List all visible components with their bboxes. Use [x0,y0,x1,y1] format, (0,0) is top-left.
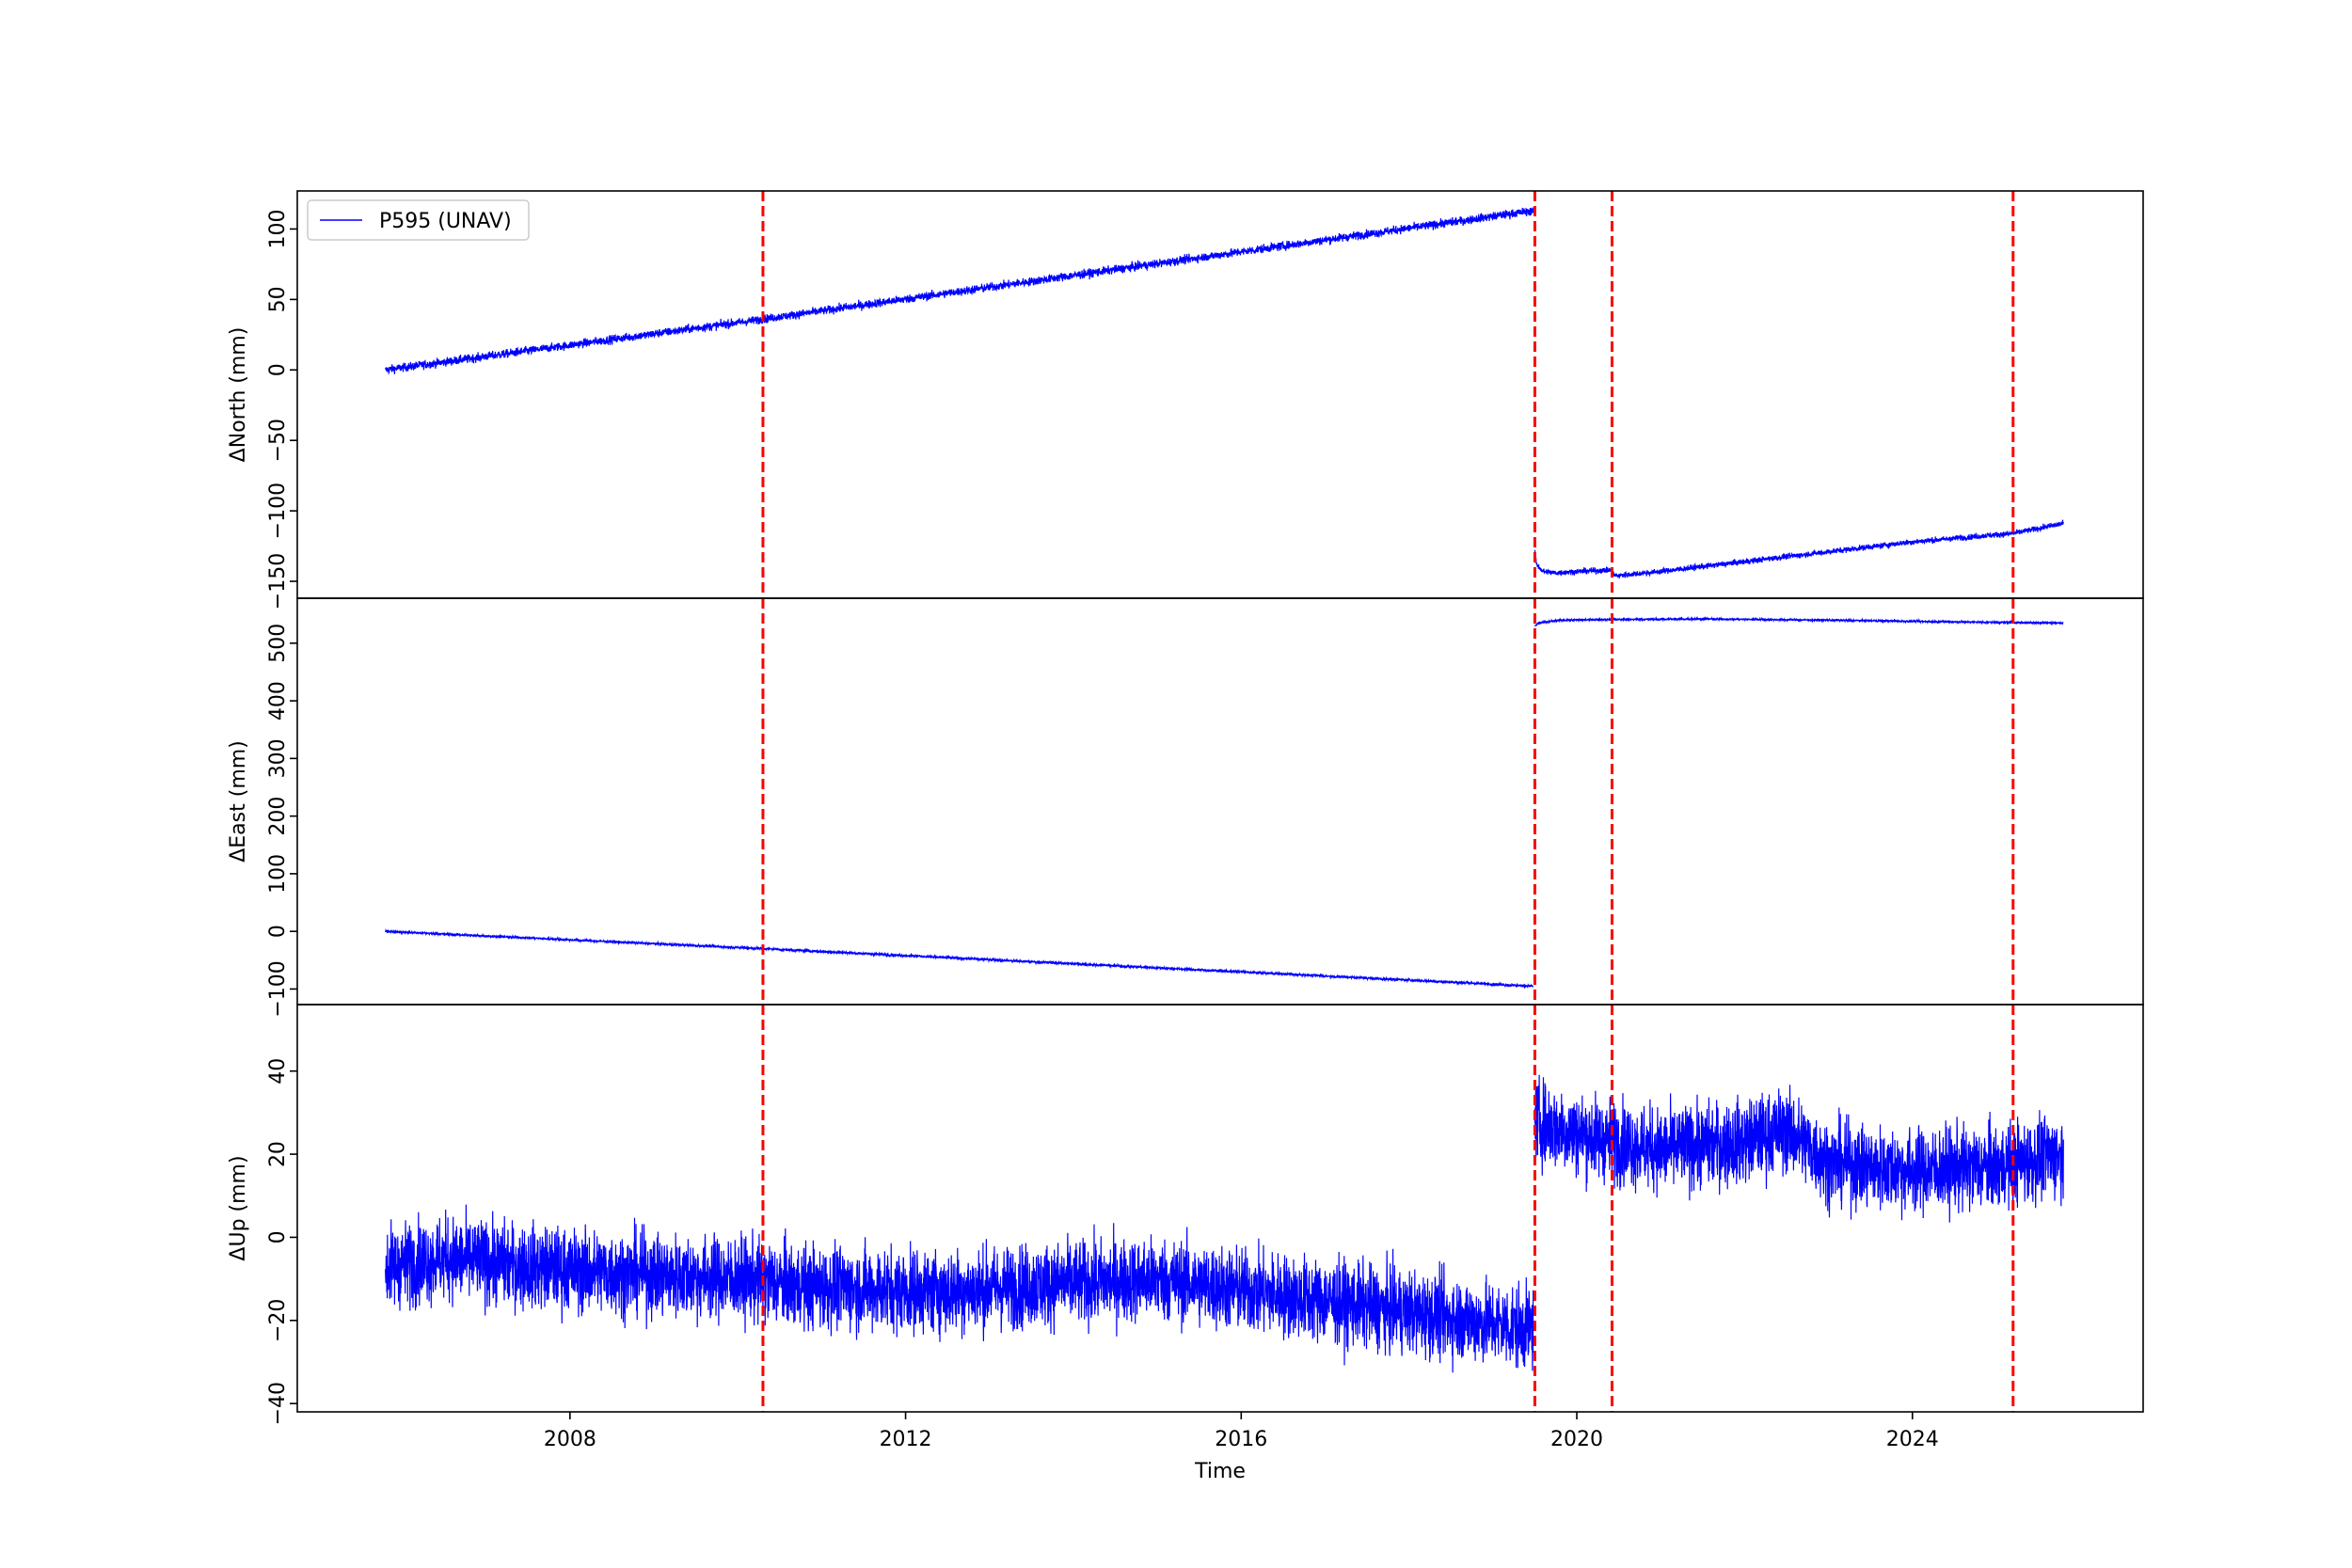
east-ylabel: ΔEast (mm) [227,740,250,863]
series-line-panel0-seg0 [385,207,1534,375]
x-axis-label: Time [1194,1460,1246,1483]
y-tick-label-panel2-4: 40 [266,1058,290,1085]
up-plot-area: −40 −20 0 20 40 [266,1004,2144,1425]
series-line-panel0-seg1 [1534,549,1613,577]
y-tick-label-panel2-0: −40 [266,1382,290,1425]
series-line-panel2-seg0 [385,1204,1534,1373]
legend-label: P595 (UNAV) [379,210,512,233]
y-tick-label-panel0-4: 50 [266,286,290,312]
legend: P595 (UNAV) [307,199,530,241]
y-tick-label-panel1-3: 200 [266,797,290,836]
y-tick-label-panel0-5: 100 [266,209,290,248]
series-line-panel1-seg1 [1534,615,2064,627]
series-line-panel2-seg1 [1534,1074,2064,1223]
y-tick-label-panel2-3: 20 [266,1141,290,1167]
y-tick-label-panel1-5: 400 [266,681,290,721]
panel-up: −40 −20 0 20 40 ΔUp (mm) [227,1004,2144,1425]
y-tick-label-panel2-2: 0 [266,1230,290,1243]
y-tick-label-panel1-4: 300 [266,738,290,778]
x-axis: 2008 2012 2016 2020 2024 Time [544,1412,1939,1483]
y-tick-label-panel0-0: −150 [266,553,290,610]
series-line-panel0-seg2 [1611,519,2064,580]
x-tick-label-2: 2016 [1215,1428,1267,1451]
series-line-panel1-seg0 [385,928,1534,990]
legend-box [307,199,530,241]
y-tick-label-panel2-1: −20 [266,1299,290,1342]
y-tick-label-panel0-2: −50 [266,419,290,462]
panel-frame-2 [296,1004,2144,1413]
x-tick-label-0: 2008 [544,1428,596,1451]
x-tick-label-1: 2012 [880,1428,932,1451]
east-plot-area: −100 0 100 200 300 400 500 [266,597,2144,1018]
y-tick-label-panel1-1: 0 [266,925,290,938]
y-tick-label-panel1-6: 500 [266,624,290,663]
x-tick-label-4: 2024 [1886,1428,1939,1451]
y-tick-label-panel1-0: −100 [266,960,290,1017]
y-tick-label-panel0-1: −100 [266,483,290,539]
up-ylabel: ΔUp (mm) [227,1155,250,1260]
panel-east: −100 0 100 200 300 400 500 ΔEast (mm) [227,597,2144,1018]
y-tick-label-panel0-3: 0 [266,363,290,376]
x-tick-label-3: 2020 [1550,1428,1603,1451]
y-tick-label-panel1-2: 100 [266,854,290,894]
x-ticks: 2008 2012 2016 2020 2024 [544,1412,1939,1451]
north-ylabel: ΔNorth (mm) [227,327,250,463]
